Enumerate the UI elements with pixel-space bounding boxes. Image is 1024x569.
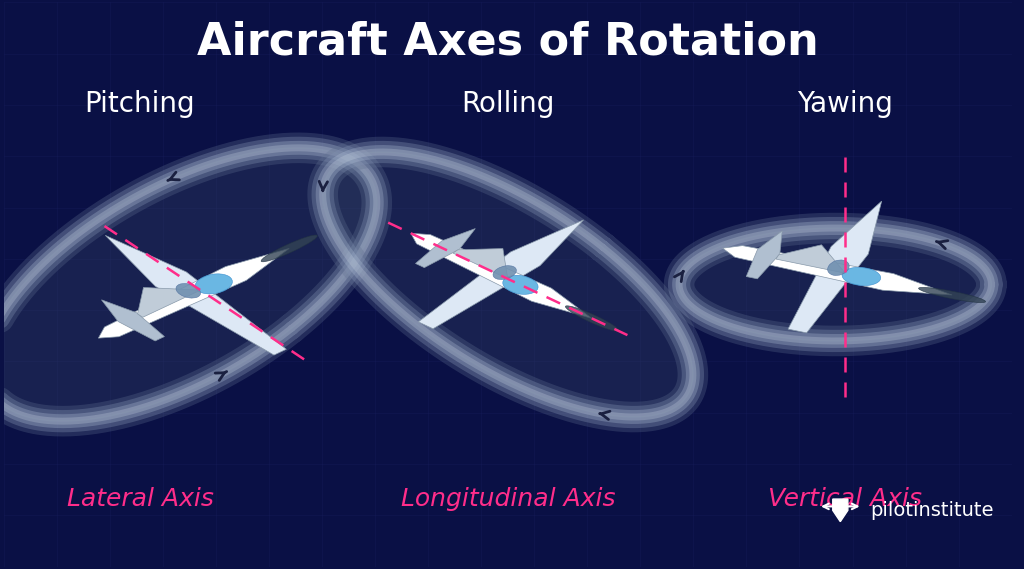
Polygon shape <box>98 249 289 338</box>
Ellipse shape <box>565 306 618 331</box>
Polygon shape <box>411 233 592 319</box>
Ellipse shape <box>261 235 317 262</box>
Polygon shape <box>105 236 287 355</box>
Polygon shape <box>101 300 165 341</box>
Polygon shape <box>833 499 848 522</box>
Text: Aircraft Axes of Rotation: Aircraft Axes of Rotation <box>197 20 818 63</box>
Polygon shape <box>788 201 882 333</box>
Text: Lateral Axis: Lateral Axis <box>67 487 213 511</box>
Polygon shape <box>0 148 377 421</box>
Polygon shape <box>137 287 201 318</box>
Ellipse shape <box>503 275 538 294</box>
Polygon shape <box>323 152 693 417</box>
Ellipse shape <box>919 287 985 303</box>
Text: Yawing: Yawing <box>798 90 893 118</box>
Text: Rolling: Rolling <box>461 90 554 118</box>
Polygon shape <box>679 228 991 341</box>
Ellipse shape <box>842 267 881 286</box>
Polygon shape <box>746 231 782 279</box>
Polygon shape <box>776 245 846 273</box>
Polygon shape <box>416 229 475 267</box>
Text: pilotinstitute: pilotinstitute <box>870 501 994 520</box>
Ellipse shape <box>493 266 516 279</box>
Text: Pitching: Pitching <box>85 90 196 118</box>
Ellipse shape <box>176 283 201 298</box>
Polygon shape <box>419 220 584 329</box>
Text: Vertical Axis: Vertical Axis <box>768 487 923 511</box>
Text: Longitudinal Axis: Longitudinal Axis <box>400 487 615 511</box>
Ellipse shape <box>827 260 849 275</box>
Polygon shape <box>453 249 508 279</box>
Polygon shape <box>723 246 952 295</box>
Ellipse shape <box>196 274 232 294</box>
